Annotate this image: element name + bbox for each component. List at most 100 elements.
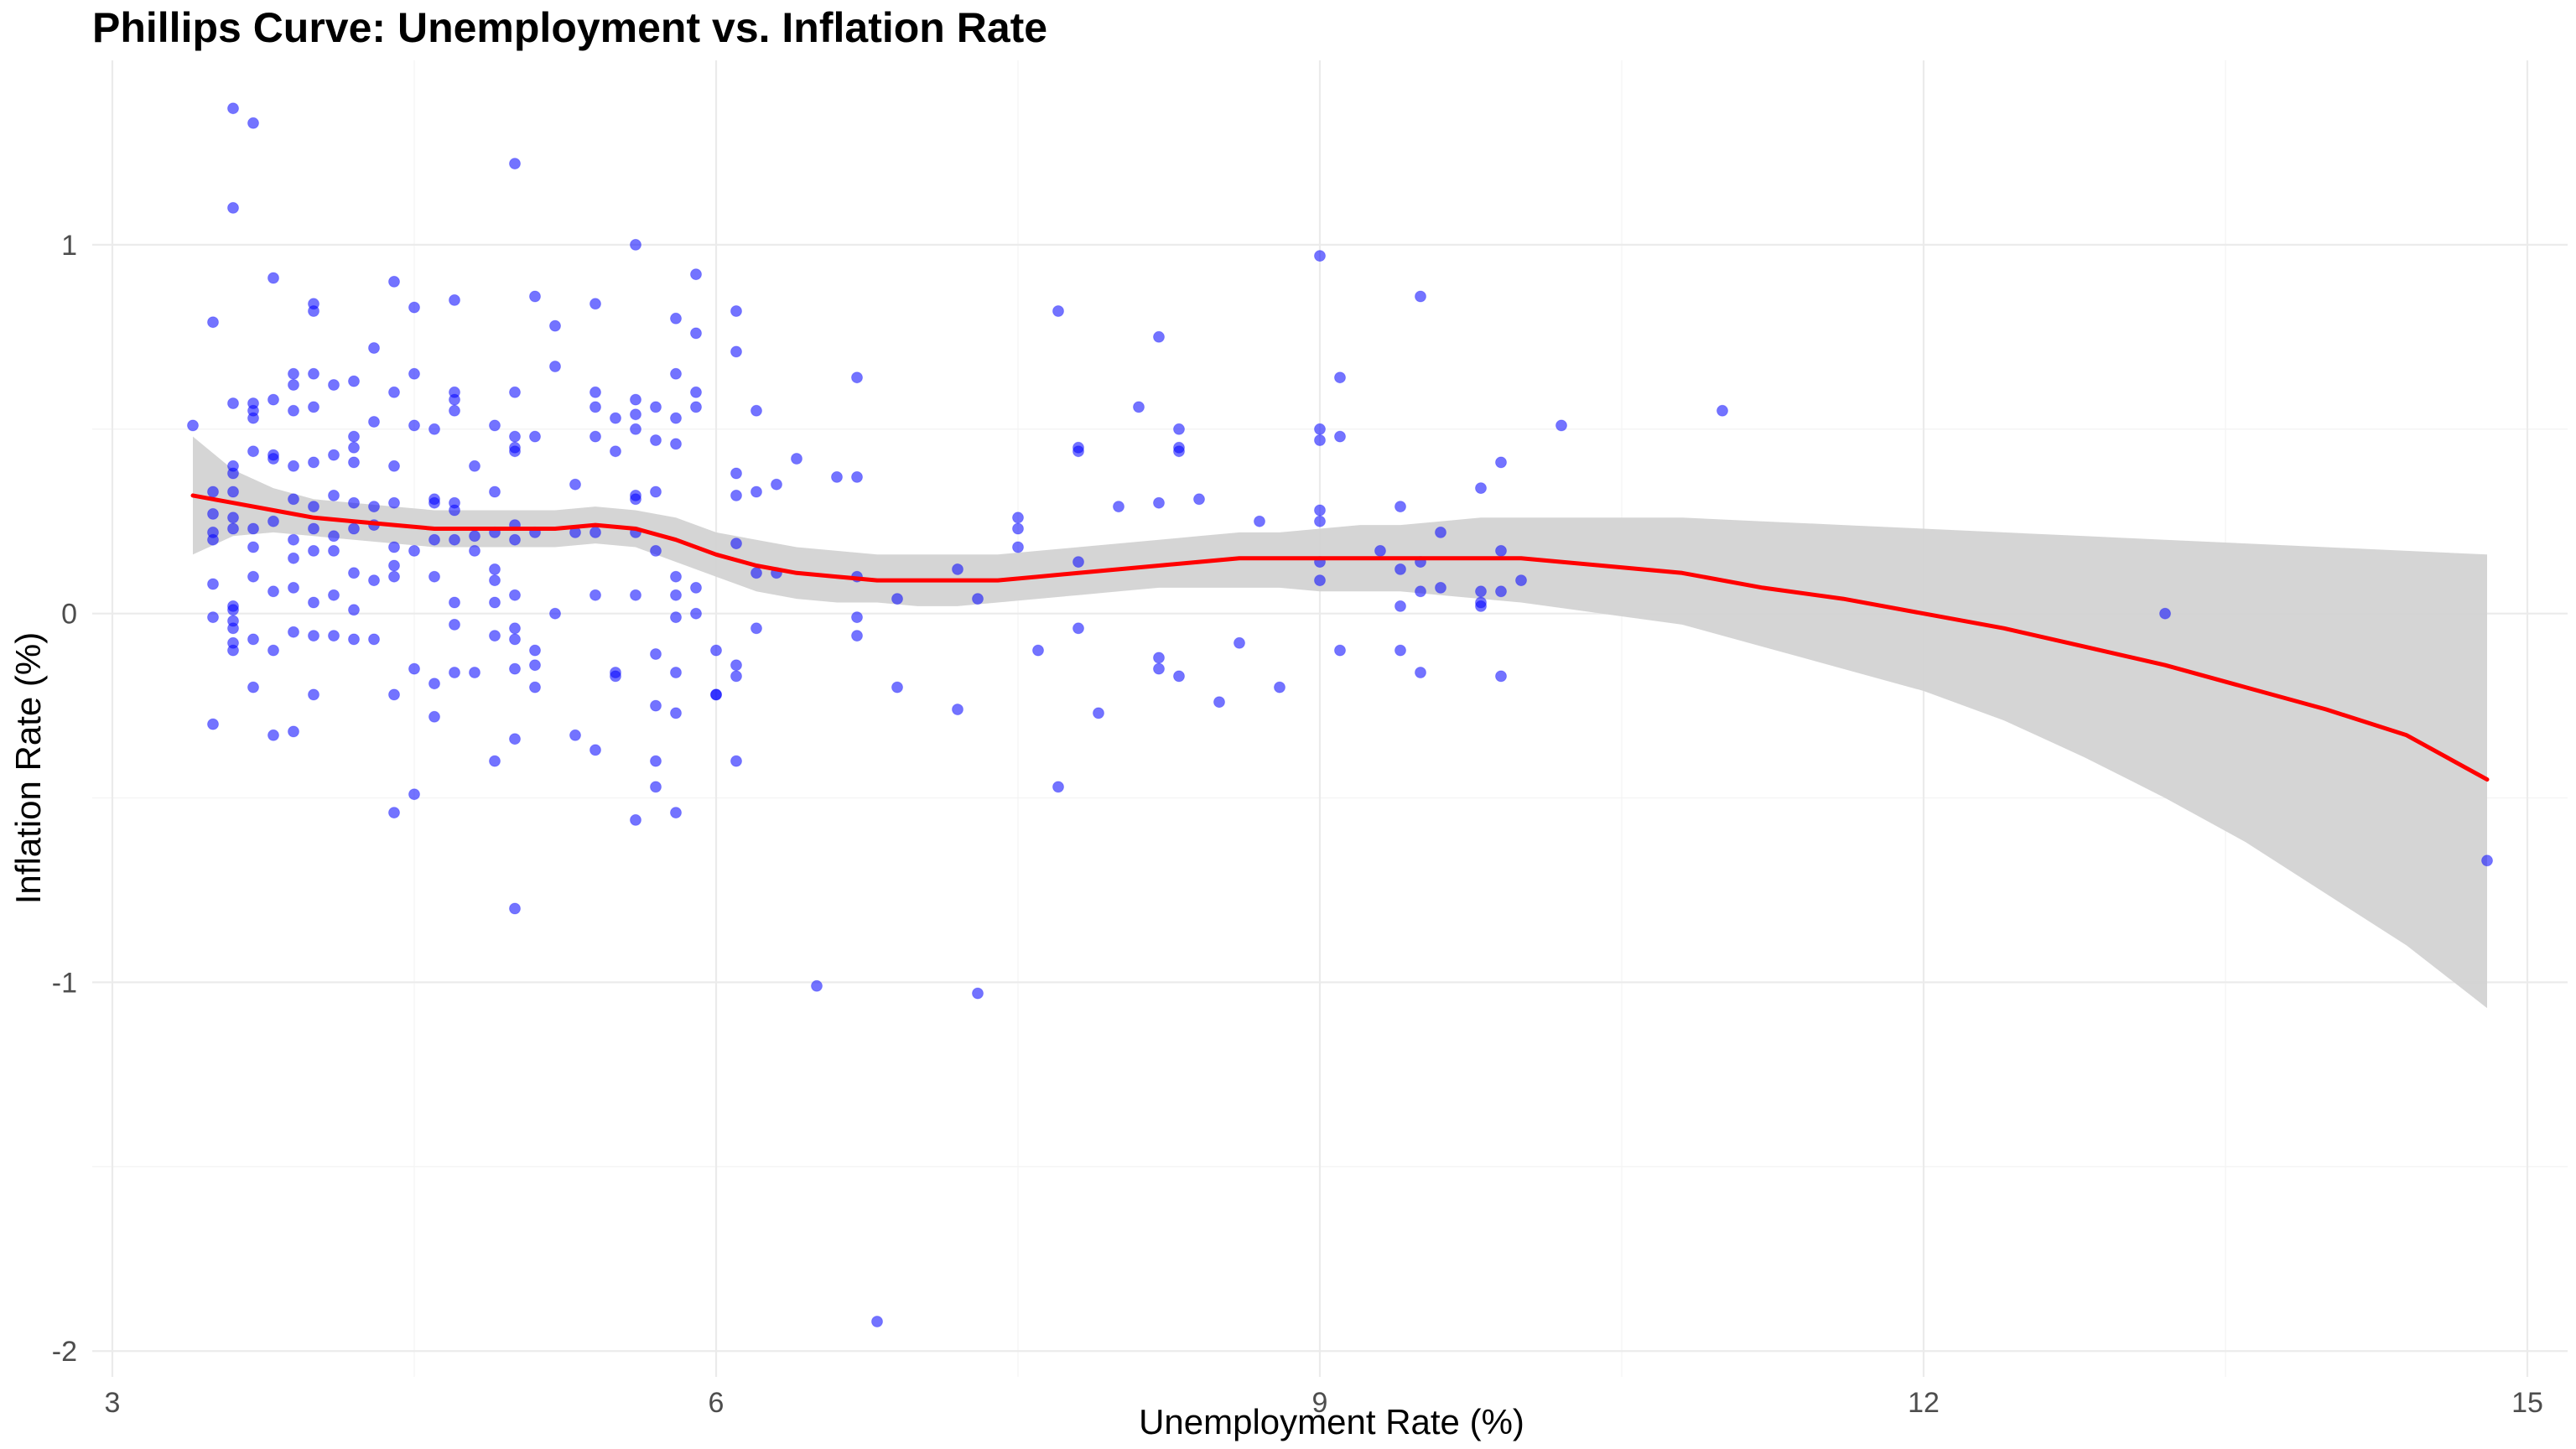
data-point (730, 345, 742, 358)
data-point (408, 788, 420, 801)
data-point (348, 496, 360, 509)
data-point (509, 589, 521, 601)
data-point (972, 987, 984, 1000)
data-point (549, 607, 561, 620)
data-point (650, 401, 662, 413)
data-point (1716, 404, 1728, 417)
data-point (469, 667, 480, 678)
confidence-band-layer (193, 436, 2487, 1009)
data-point (730, 755, 742, 767)
data-point (1435, 526, 1446, 538)
data-point (670, 707, 682, 719)
data-point (449, 618, 460, 631)
data-point (1394, 644, 1406, 657)
data-point (288, 367, 299, 380)
data-point (449, 393, 460, 406)
data-point (1495, 585, 1507, 598)
data-point (469, 530, 480, 543)
data-point (328, 630, 340, 642)
data-point (489, 563, 501, 575)
data-point (227, 102, 239, 115)
data-point (690, 327, 702, 340)
data-point (348, 522, 360, 535)
data-point (1515, 574, 1527, 587)
data-point (227, 486, 239, 498)
data-point (449, 293, 460, 306)
data-point (227, 512, 239, 524)
data-point (1173, 670, 1185, 683)
data-point (267, 644, 279, 657)
data-point (529, 430, 541, 443)
data-point (1012, 522, 1024, 535)
data-point (549, 361, 561, 372)
data-point (670, 412, 682, 424)
x-tick-label: 12 (1908, 1387, 1940, 1419)
data-point (750, 622, 762, 635)
data-point (1072, 445, 1084, 458)
data-point (428, 496, 440, 509)
data-point (1093, 707, 1104, 719)
data-point (569, 478, 581, 491)
data-point (851, 611, 863, 624)
data-point (1153, 662, 1165, 675)
data-point (1173, 423, 1185, 435)
data-point (247, 117, 259, 129)
data-point (227, 201, 239, 214)
x-axis-title: Unemployment Rate (%) (1139, 1402, 1524, 1441)
data-point (288, 404, 299, 417)
data-point (1314, 423, 1326, 435)
data-point (529, 644, 541, 657)
data-point (348, 604, 360, 616)
data-point (610, 670, 621, 683)
data-point (388, 559, 400, 572)
y-tick-label: -1 (52, 967, 77, 999)
data-point (449, 667, 460, 678)
data-point (288, 533, 299, 546)
data-point (871, 1316, 883, 1327)
data-point (650, 648, 662, 660)
data-point (610, 412, 621, 424)
y-axis-title: Inflation Rate (%) (8, 632, 48, 904)
data-point (227, 622, 239, 635)
data-point (428, 570, 440, 583)
data-point (2481, 854, 2493, 867)
data-point (589, 386, 601, 398)
data-point (388, 807, 400, 819)
data-point (1072, 622, 1084, 635)
data-point (1394, 600, 1406, 612)
x-tick-label: 9 (1312, 1387, 1328, 1419)
data-point (670, 667, 682, 678)
data-point (408, 544, 420, 557)
data-point (589, 589, 601, 601)
data-point (207, 507, 219, 520)
data-point (2159, 607, 2171, 620)
tick-labels: 3 6 9 12 15 -2 -1 0 1 (52, 230, 2543, 1419)
data-point (1133, 401, 1145, 413)
data-point (569, 729, 581, 741)
grid-lines (92, 60, 2568, 1377)
data-point (650, 781, 662, 793)
data-point (1475, 585, 1487, 598)
data-point (650, 434, 662, 446)
data-point (428, 710, 440, 723)
data-point (207, 611, 219, 624)
data-point (730, 305, 742, 317)
data-point (207, 486, 219, 498)
data-point (308, 522, 319, 535)
data-point (187, 419, 199, 432)
data-point (428, 533, 440, 546)
data-point (650, 755, 662, 767)
data-point (509, 633, 521, 646)
data-point (1173, 445, 1185, 458)
data-point (328, 589, 340, 601)
data-point (1314, 515, 1326, 527)
data-point (489, 630, 501, 642)
data-point (388, 688, 400, 701)
data-point (1495, 456, 1507, 469)
data-point (851, 371, 863, 384)
data-point (1415, 290, 1426, 303)
data-point (1233, 636, 1245, 649)
data-point (1415, 667, 1426, 678)
data-point (308, 544, 319, 557)
